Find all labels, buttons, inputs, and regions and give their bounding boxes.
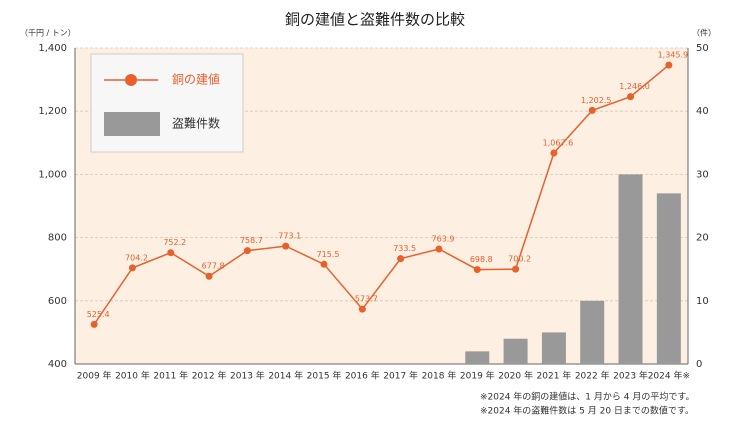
value-label: 1,067.6 xyxy=(543,139,574,148)
marker xyxy=(167,249,175,257)
value-label: 752.2 xyxy=(163,238,186,247)
x-tick-label: 2010 年 xyxy=(115,370,150,382)
value-label: 698.8 xyxy=(470,255,493,264)
y-tick-label: 800 xyxy=(48,233,67,244)
x-tick-label: 2018 年 xyxy=(422,370,457,382)
value-label: 758.7 xyxy=(240,236,263,245)
y2-tick-label: 50 xyxy=(696,43,709,54)
value-label: 573.7 xyxy=(355,295,378,304)
x-tick-label: 2023 年 xyxy=(613,370,648,382)
y-tick-label: 600 xyxy=(48,296,67,307)
x-tick-label: 2020 年 xyxy=(498,370,533,382)
y-tick-label: 400 xyxy=(48,359,67,370)
bar xyxy=(541,332,566,364)
marker xyxy=(205,272,213,280)
y-tick-label: 1,000 xyxy=(38,169,67,180)
note: ※2024 年の盗難件数は 5 月 20 日までの数値です。 xyxy=(480,405,694,417)
y-tick-label: 1,200 xyxy=(38,106,67,117)
line xyxy=(93,64,670,325)
bar xyxy=(618,174,643,364)
value-label: 704.2 xyxy=(125,253,148,262)
x-tick-label: 2009 年 xyxy=(77,370,112,382)
y2-unit: （件） xyxy=(692,28,716,38)
value-label: 525.4 xyxy=(87,310,110,319)
note: ※2024 年の銅の建値は、1 月から 4 月の平均です。 xyxy=(480,391,694,403)
x-tick-label: 2011 年 xyxy=(153,370,188,382)
y2-tick-label: 10 xyxy=(696,296,709,307)
marker xyxy=(90,320,98,328)
marker xyxy=(627,93,635,101)
marker xyxy=(128,264,136,272)
marker xyxy=(358,305,366,313)
value-label: 715.5 xyxy=(317,250,340,259)
x-tick-label: 2015 年 xyxy=(307,370,342,382)
marker xyxy=(550,149,558,157)
x-tick-label: 2012 年 xyxy=(192,370,227,382)
value-label: 677.8 xyxy=(202,262,225,271)
y-tick-label: 1,400 xyxy=(38,43,67,54)
legend-box xyxy=(90,53,244,153)
marker xyxy=(397,255,405,263)
value-label: 1,202.5 xyxy=(581,96,612,105)
y2-tick-label: 40 xyxy=(696,106,709,117)
marker xyxy=(320,260,328,268)
x-tick-label: 2021 年 xyxy=(537,370,572,382)
marker xyxy=(435,245,443,253)
legend-marker xyxy=(125,74,137,86)
marker xyxy=(588,106,596,114)
marker xyxy=(512,265,520,273)
marker xyxy=(473,266,481,274)
value-label: 733.5 xyxy=(393,244,416,253)
legend-label: 銅の建値 xyxy=(172,72,220,87)
y-unit: （千円 / トン） xyxy=(20,28,76,38)
bar xyxy=(580,300,605,364)
marker xyxy=(243,247,251,255)
value-label: 1,345.9 xyxy=(658,51,689,60)
marker xyxy=(282,242,290,250)
y2-tick-label: 20 xyxy=(696,233,709,244)
value-label: 773.1 xyxy=(278,232,301,241)
value-label: 763.9 xyxy=(432,235,455,244)
legend-swatch xyxy=(104,112,160,136)
value-label: 1,246.0 xyxy=(619,82,650,91)
x-tick-label: 2024 年※ xyxy=(648,370,690,382)
legend-label: 盗難件数 xyxy=(172,116,220,131)
marker xyxy=(665,61,673,69)
value-label: 700.2 xyxy=(508,255,531,264)
x-tick-label: 2017 年 xyxy=(383,370,418,382)
x-tick-label: 2016 年 xyxy=(345,370,380,382)
chart-title: 銅の建値と盗難件数の比較 xyxy=(285,11,465,29)
x-tick-label: 2022 年 xyxy=(575,370,610,382)
bar xyxy=(503,338,528,364)
x-tick-label: 2013 年 xyxy=(230,370,265,382)
bar xyxy=(465,351,490,364)
x-tick-label: 2014 年 xyxy=(268,370,303,382)
y2-tick-label: 30 xyxy=(696,169,709,180)
bar xyxy=(656,193,681,364)
y2-tick-label: 0 xyxy=(696,359,702,370)
x-tick-label: 2019 年 xyxy=(460,370,495,382)
